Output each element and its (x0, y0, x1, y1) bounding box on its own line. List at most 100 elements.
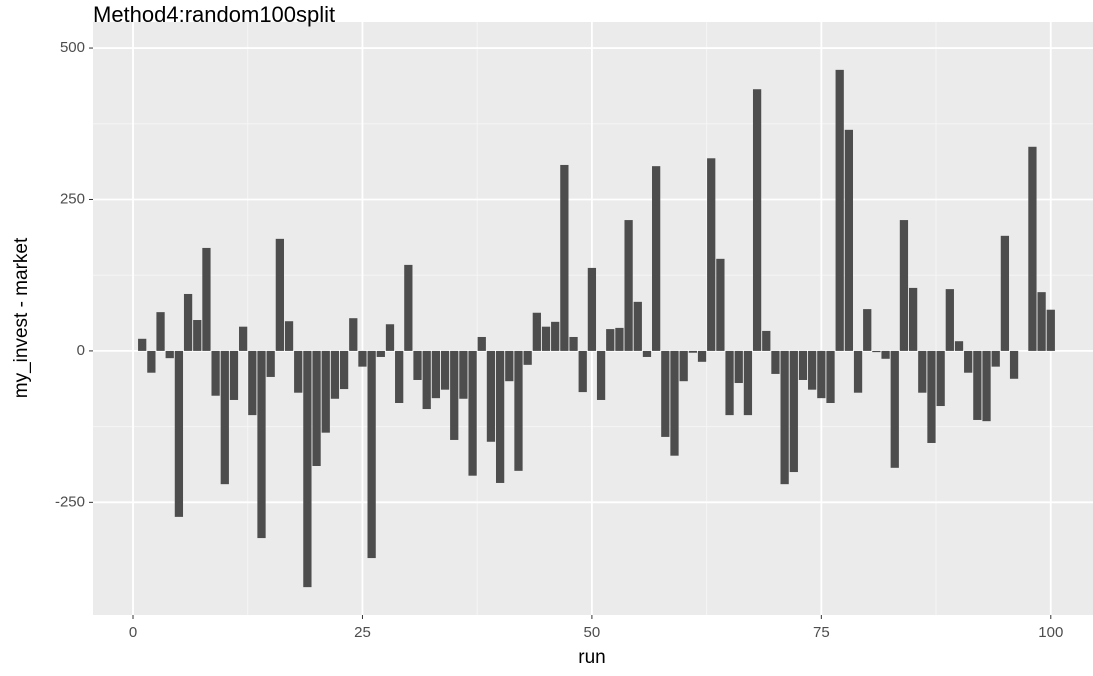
y-tick-label: 250 (60, 190, 85, 207)
bar (358, 350, 367, 367)
bar (762, 330, 771, 351)
x-axis-label: run (578, 647, 605, 668)
bar (945, 289, 954, 351)
bar (275, 238, 284, 351)
bar (606, 329, 615, 351)
bar (789, 350, 798, 473)
bar (321, 350, 330, 433)
y-tick-label: -250 (55, 493, 85, 510)
bar (670, 350, 679, 456)
bar (339, 350, 349, 390)
bar (486, 350, 496, 442)
bar (973, 350, 982, 420)
bar (284, 321, 294, 351)
bar (431, 350, 441, 399)
bar (523, 350, 532, 365)
bar (964, 350, 973, 373)
bar (743, 350, 753, 416)
bar (395, 350, 404, 403)
bar (349, 318, 358, 351)
bar (294, 350, 303, 393)
bar (1028, 146, 1037, 351)
bar (303, 350, 312, 588)
bar (468, 350, 477, 476)
bar (936, 350, 945, 407)
bar (633, 301, 642, 351)
bar (716, 258, 725, 351)
bar (652, 166, 661, 351)
bar (835, 69, 844, 351)
bar (229, 350, 239, 400)
bar (248, 350, 257, 416)
bar (734, 350, 743, 384)
bar (707, 158, 716, 351)
bar (596, 350, 606, 400)
bar (385, 324, 395, 351)
bar (918, 350, 927, 393)
bar (174, 350, 184, 517)
bar (495, 350, 505, 483)
bar (551, 321, 560, 351)
x-tick-label: 100 (1038, 624, 1063, 641)
bar (808, 350, 817, 390)
bar (752, 89, 762, 351)
bar (220, 350, 229, 485)
bar (661, 350, 670, 437)
bar (239, 326, 248, 351)
bar (688, 350, 697, 353)
bar (560, 164, 569, 351)
bar (165, 350, 174, 359)
x-tick-label: 0 (129, 624, 137, 641)
bar (798, 350, 808, 380)
bar (615, 327, 624, 351)
bar (1037, 292, 1046, 351)
bar (642, 350, 652, 357)
bar (1046, 309, 1055, 351)
bar (908, 287, 918, 351)
bar (450, 350, 459, 440)
bar (147, 350, 156, 373)
bar (826, 350, 835, 403)
bar (853, 350, 863, 393)
bar (725, 350, 734, 416)
bar (312, 350, 321, 466)
chart-title: Method4:random100split (93, 2, 335, 27)
bar (587, 267, 597, 351)
bar (477, 336, 486, 351)
bar (872, 350, 881, 353)
x-tick-label: 50 (584, 624, 601, 641)
bar (330, 350, 340, 399)
y-tick-label: 500 (60, 39, 85, 56)
bar (156, 312, 165, 351)
bar (440, 350, 450, 390)
bar (890, 350, 899, 468)
bar (844, 129, 854, 351)
bar (541, 326, 551, 351)
bar (569, 336, 578, 351)
bar (881, 350, 890, 359)
bar (817, 350, 826, 399)
bar (459, 350, 468, 399)
bar (202, 247, 211, 351)
bar (505, 350, 514, 382)
bar (991, 350, 1000, 367)
bar (697, 350, 707, 362)
x-tick-label: 75 (813, 624, 830, 641)
bar (771, 350, 780, 374)
bar (679, 350, 688, 382)
bar (578, 350, 587, 393)
bar (138, 338, 147, 351)
bar (266, 350, 275, 377)
bar (624, 220, 633, 351)
x-tick-label: 25 (354, 624, 371, 641)
bar (514, 350, 523, 471)
bar (376, 350, 385, 357)
bar (367, 350, 376, 559)
bar (982, 350, 991, 422)
bar (1000, 235, 1010, 351)
bar (780, 350, 789, 485)
bar (899, 220, 909, 351)
bar (927, 350, 936, 443)
bar (532, 312, 541, 351)
